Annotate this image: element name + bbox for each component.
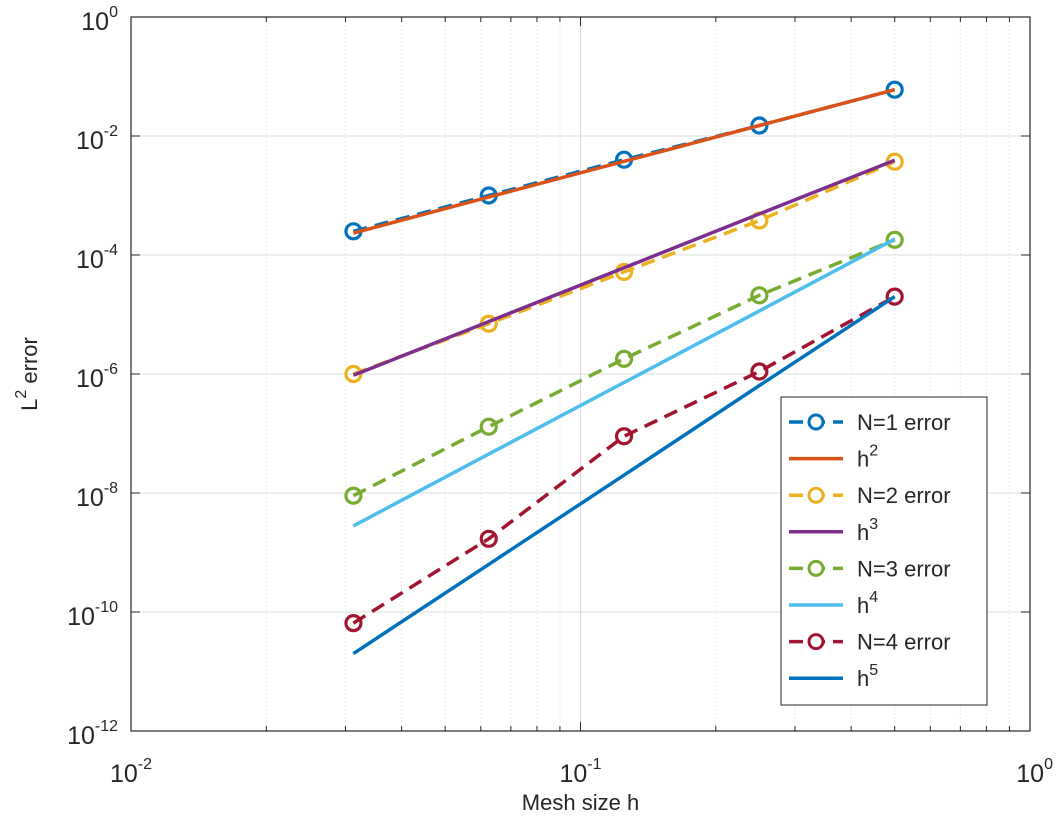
x-axis-label: Mesh size h (522, 790, 639, 815)
data-point (344, 486, 363, 505)
legend-marker (807, 413, 825, 431)
legend-entry: h4 (789, 589, 878, 618)
data-point (344, 614, 363, 633)
data-point (885, 230, 904, 249)
legend-entry: N=4 error (789, 630, 951, 655)
x-tick-label: 10-2 (110, 756, 152, 788)
legend-label-base: h (857, 520, 869, 545)
y-axis-label-sup: 2 (13, 390, 30, 399)
y-tick-label-exp: -10 (95, 599, 118, 616)
series-line (352, 295, 896, 625)
legend-label: N=4 error (857, 630, 951, 655)
legend-entry: N=3 error (789, 556, 951, 581)
data-point (614, 349, 634, 368)
legend-label-sup: 3 (869, 516, 878, 533)
y-tick-label: 10-4 (76, 242, 118, 274)
data-point (750, 362, 769, 381)
legend-entry: h3 (789, 516, 878, 545)
legend-label-sup: 4 (869, 589, 878, 606)
legend-label: h2 (857, 443, 878, 472)
data-point (750, 286, 769, 305)
data-point (885, 287, 904, 306)
y-tick-label-base: 10 (76, 484, 104, 512)
legend-label-base: h (857, 447, 869, 472)
y-tick-label: 10-6 (76, 361, 118, 393)
y-tick-label-exp: -12 (95, 718, 118, 735)
x-tick-label-base: 10 (1016, 760, 1044, 788)
legend-label-sup: 2 (869, 443, 878, 460)
y-tick-label-exp: -8 (104, 480, 118, 497)
x-tick-label-base: 10 (110, 760, 138, 788)
series-line (352, 295, 896, 656)
data-point (479, 529, 498, 548)
legend-label-base: N=2 error (857, 483, 951, 508)
y-tick-label: 10-2 (76, 123, 118, 155)
y-tick-label: 10-8 (76, 480, 118, 512)
legend-marker (807, 633, 825, 651)
y-tick-label-exp: -2 (104, 123, 118, 140)
y-axis-label: L2 error (13, 337, 42, 411)
legend-entry: h5 (789, 662, 878, 691)
data-point (885, 80, 904, 99)
legend-label-base: N=3 error (857, 556, 951, 581)
y-tick-label-base: 10 (67, 603, 95, 631)
series-5 (344, 230, 904, 505)
legend-label-sup: 5 (869, 662, 878, 679)
y-tick-label-exp: -4 (104, 242, 118, 259)
x-tick-label-exp: -2 (138, 756, 152, 773)
legend-entry: N=2 error (789, 483, 951, 508)
series-line (352, 158, 896, 377)
y-tick-label-base: 10 (76, 365, 104, 393)
data-point (614, 427, 634, 446)
y-axis-label-base: L (17, 399, 42, 411)
y-tick-label-base: 10 (76, 127, 104, 155)
legend-entry: N=1 error (789, 410, 951, 435)
data-point (750, 116, 769, 135)
series-line (352, 88, 896, 235)
series-8 (352, 295, 896, 656)
series-line (352, 238, 896, 498)
legend-label-base: N=4 error (857, 630, 951, 655)
series-6 (352, 237, 896, 528)
series-layer (344, 80, 904, 656)
legend-label: N=1 error (857, 410, 951, 435)
series-7 (344, 287, 904, 633)
y-tick-label: 100 (81, 4, 118, 36)
legend-box (780, 396, 988, 706)
legend-label-base: h (857, 666, 869, 691)
y-tick-label-exp: 0 (109, 4, 118, 21)
y-tick-label-base: 10 (76, 246, 104, 274)
data-point (479, 417, 498, 436)
y-tick-label-base: 10 (67, 722, 95, 750)
legend-entry: h2 (789, 443, 878, 472)
y-tick-label-base: 10 (81, 8, 109, 36)
series-line (352, 237, 896, 528)
x-tick-label: 100 (1016, 756, 1053, 788)
legend-label-base: N=1 error (857, 410, 951, 435)
y-tick-label: 10-12 (67, 718, 118, 750)
legend-label: h4 (857, 589, 878, 618)
legend-label-base: h (857, 593, 869, 618)
series-2 (352, 88, 896, 235)
x-tick-label-exp: 0 (1044, 756, 1053, 773)
y-tick-label: 10-10 (67, 599, 118, 631)
x-tick-label-exp: -1 (587, 756, 601, 773)
legend-label: h3 (857, 516, 878, 545)
y-axis-label-rest: error (17, 337, 42, 390)
x-tick-label: 10-1 (559, 756, 601, 788)
x-tick-label-base: 10 (559, 760, 587, 788)
legend-label: h5 (857, 662, 878, 691)
series-4 (352, 158, 896, 377)
legend-marker (807, 486, 825, 504)
y-tick-label-exp: -6 (104, 361, 118, 378)
legend-label: N=2 error (857, 483, 951, 508)
legend-marker (807, 559, 825, 577)
legend-label: N=3 error (857, 556, 951, 581)
